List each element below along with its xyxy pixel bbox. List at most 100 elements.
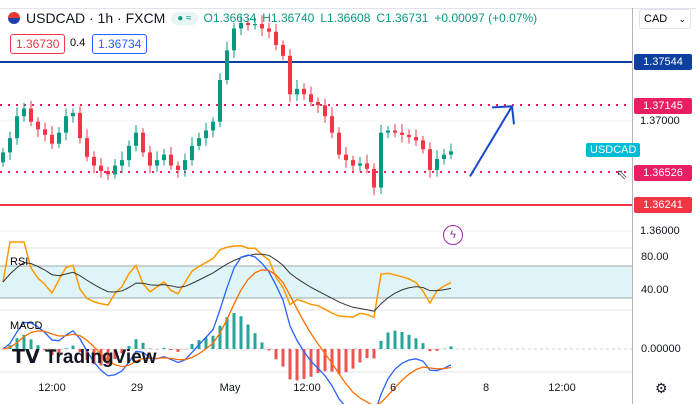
- macd-histogram-bar: [401, 332, 404, 349]
- settings-gear-icon[interactable]: ⚙: [655, 380, 668, 397]
- chevron-down-icon: ⌄: [678, 10, 686, 28]
- market-status-badge[interactable]: ● ≈: [171, 12, 197, 25]
- candle: [295, 89, 299, 94]
- candle: [309, 94, 313, 102]
- time-tick: 12:00: [38, 382, 66, 394]
- candle: [232, 28, 236, 50]
- macd-histogram-bar: [247, 325, 250, 349]
- candle: [64, 116, 68, 132]
- candle: [316, 102, 320, 105]
- candle: [358, 163, 362, 165]
- candle: [267, 28, 271, 31]
- candle: [176, 166, 180, 170]
- candle: [15, 116, 19, 138]
- candle: [99, 166, 103, 171]
- macd-histogram-bar: [450, 346, 453, 349]
- candle: [43, 129, 47, 134]
- candle: [169, 155, 173, 166]
- macd-histogram-bar: [422, 343, 425, 349]
- candle: [393, 130, 397, 132]
- time-tick: 12:00: [548, 382, 576, 394]
- candle: [148, 152, 152, 165]
- time-tick: 8: [483, 382, 489, 394]
- candle: [8, 138, 12, 152]
- candle: [141, 133, 145, 153]
- cursor-icon: ⇖: [616, 166, 628, 183]
- candle: [85, 138, 89, 157]
- price-tick: 1.36000: [640, 225, 680, 237]
- candle: [407, 135, 411, 137]
- candle: [218, 80, 222, 122]
- ohlc-low: L1.36608: [320, 11, 370, 25]
- candle: [29, 109, 33, 122]
- macd-histogram-bar: [436, 349, 439, 351]
- logo-text: TradingView: [45, 347, 157, 368]
- candle: [379, 133, 383, 188]
- macd-histogram-bar: [373, 349, 376, 358]
- macd-histogram-bar: [429, 349, 432, 351]
- sell-price-button[interactable]: 1.36730: [10, 34, 65, 54]
- level-tag: 1.37544: [634, 54, 692, 70]
- projection-arrow: [470, 106, 512, 176]
- symbol-title[interactable]: USDCAD · 1h · FXCM: [26, 10, 165, 26]
- currency-select[interactable]: CAD ⌄: [639, 9, 691, 29]
- lightning-icon[interactable]: ϟ: [443, 225, 463, 245]
- macd-histogram-bar: [191, 344, 194, 349]
- macd-histogram-bar: [380, 341, 383, 349]
- macd-histogram-bar: [275, 349, 278, 359]
- macd-histogram-bar: [394, 331, 397, 349]
- macd-histogram-bar: [233, 313, 236, 349]
- macd-histogram-bar: [177, 349, 180, 352]
- candle: [449, 151, 453, 154]
- candle: [400, 133, 404, 135]
- flag-icon: [8, 12, 20, 24]
- candle: [323, 105, 327, 116]
- macd-histogram-bar: [268, 349, 271, 350]
- price-tick: 1.37000: [640, 115, 680, 127]
- buy-price-button[interactable]: 1.36734: [92, 34, 147, 54]
- ohlc-close: C1.36731: [376, 11, 428, 25]
- macd-histogram-bar: [387, 332, 390, 349]
- macd-histogram-bar: [359, 349, 362, 362]
- macd-tick: 0.00000: [641, 343, 681, 355]
- rsi-band: [0, 266, 632, 298]
- candle: [211, 122, 215, 131]
- macd-histogram-bar: [366, 349, 369, 358]
- candle: [288, 56, 292, 94]
- time-tick: 29: [131, 382, 143, 394]
- candle: [428, 149, 432, 170]
- candle: [120, 160, 124, 165]
- candle: [190, 146, 194, 160]
- macd-histogram-bar: [338, 349, 341, 374]
- macd-label[interactable]: MACD: [10, 320, 42, 332]
- candle: [106, 171, 110, 174]
- candle: [281, 45, 285, 56]
- candle: [183, 160, 187, 170]
- candle: [414, 137, 418, 140]
- macd-histogram-bar: [345, 349, 348, 372]
- ohlc-open: O1.36634: [204, 11, 257, 25]
- candle: [57, 133, 61, 144]
- macd-histogram-bar: [415, 338, 418, 349]
- level-tag: 1.36241: [634, 197, 692, 213]
- macd-histogram-bar: [261, 342, 264, 349]
- candle: [344, 155, 348, 160]
- candle: [50, 135, 54, 144]
- candle: [92, 157, 96, 166]
- candle: [442, 155, 446, 159]
- rsi-label[interactable]: RSI: [10, 256, 28, 268]
- macd-histogram-bar: [289, 349, 292, 379]
- chart-plot[interactable]: [0, 0, 632, 404]
- candle: [78, 113, 82, 138]
- symbol-tag: USDCAD: [586, 143, 640, 157]
- ohlc-high: H1.36740: [262, 11, 314, 25]
- currency-value: CAD: [644, 13, 667, 25]
- macd-histogram-bar: [254, 333, 257, 349]
- macd-histogram-bar: [219, 326, 222, 349]
- macd-histogram-bar: [282, 349, 285, 367]
- candle: [351, 160, 355, 165]
- macd-histogram-bar: [296, 349, 299, 380]
- candle: [113, 166, 117, 175]
- rsi-tick: 80.00: [641, 251, 669, 263]
- macd-histogram-bar: [352, 349, 355, 369]
